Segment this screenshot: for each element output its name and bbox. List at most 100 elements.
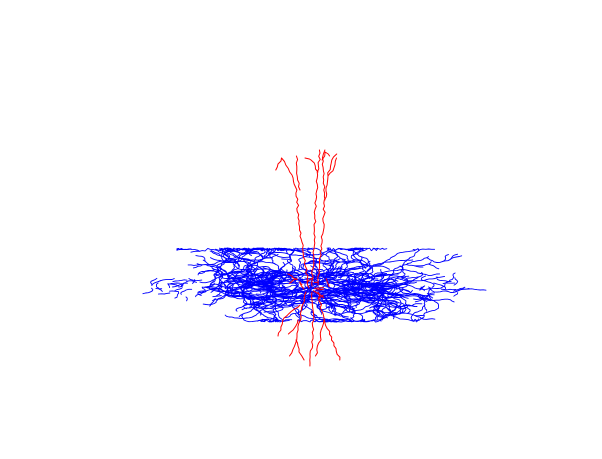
- dendrite-branch: [196, 258, 238, 266]
- dendrite-branch: [419, 285, 426, 290]
- dendrite-branch: [399, 272, 424, 285]
- dendrite-branch: [236, 277, 242, 282]
- dendrite-branch: [219, 274, 224, 282]
- dendrite-branch: [330, 279, 346, 283]
- axon-collateral: [314, 287, 325, 289]
- dendrite-branch: [240, 250, 247, 255]
- dendrite-branch: [344, 278, 351, 282]
- dendrite-branch: [324, 260, 355, 278]
- dendrite-branch: [187, 264, 201, 266]
- axon-descending-branch: [317, 291, 341, 361]
- dendrite-branch: [273, 271, 324, 280]
- dendrite-branch: [317, 300, 321, 308]
- dendrite-branch: [307, 247, 324, 257]
- dendrite-branch: [378, 289, 387, 293]
- dendrite-branch: [323, 277, 327, 282]
- dendrite-branch: [308, 293, 326, 298]
- dendrite-branch: [407, 276, 420, 279]
- dendrite-branch: [318, 298, 338, 304]
- dendrite-branch: [258, 296, 276, 304]
- dendrite-branch: [370, 259, 414, 270]
- dendrite-branch: [366, 273, 379, 280]
- axon-collateral: [299, 281, 303, 286]
- dendrite-branch: [232, 257, 273, 286]
- dendrite-branch: [364, 299, 374, 302]
- dendrite-branch: [349, 278, 361, 281]
- dendrite-branch: [350, 283, 386, 323]
- dendrite-branch: [266, 247, 286, 281]
- dendrite-branch: [388, 304, 402, 315]
- dendrite-branch: [455, 287, 470, 292]
- dendrite-branch: [272, 297, 299, 322]
- dendrite-branch: [250, 265, 257, 277]
- dendrite-branch: [239, 264, 265, 283]
- dendrite-branch: [327, 248, 371, 267]
- dendrite-branch: [174, 291, 180, 299]
- dendrite-branch: [411, 303, 423, 307]
- dendrite-branch: [278, 282, 307, 285]
- dendrite-branch: [281, 258, 291, 261]
- dendrite-branch: [232, 296, 244, 300]
- dendrite-branch: [291, 290, 298, 297]
- dendrite-branch: [352, 292, 372, 295]
- dendrite-branch: [271, 284, 280, 287]
- dendrite-branch: [167, 283, 170, 289]
- dendrite-branch: [298, 253, 327, 270]
- dendrite-branch: [419, 298, 439, 320]
- dendrite-branch: [218, 281, 223, 288]
- axon-collateral: [318, 294, 324, 299]
- dendrite-branch: [255, 290, 268, 295]
- dendrite-branch: [281, 289, 289, 295]
- dendrite-branch: [281, 284, 290, 290]
- dendrite-branch: [185, 296, 188, 302]
- dendrite-branch: [357, 296, 398, 317]
- dendrite-branch: [284, 269, 288, 275]
- dendrite-branch: [241, 248, 277, 265]
- dendrite-branch: [383, 283, 399, 287]
- dendrite-branch: [192, 264, 203, 269]
- dendrite-branch: [256, 283, 274, 288]
- dendrite-branch: [344, 285, 353, 297]
- dendrite-branch: [440, 288, 457, 291]
- dendrite-branch: [278, 271, 287, 281]
- dendrite-branch: [219, 247, 273, 291]
- dendrite-branch: [428, 263, 440, 270]
- dendrite-branch: [254, 266, 272, 273]
- dendrite-branch: [273, 279, 299, 293]
- dendrite-branch: [426, 253, 459, 263]
- dendrite-branch: [234, 271, 250, 288]
- dendrite-branch: [248, 270, 361, 290]
- dendrite-branch: [254, 301, 262, 305]
- dendrite-branch: [347, 279, 361, 286]
- dendrite-branch: [292, 306, 318, 321]
- dendrite-branch: [394, 292, 409, 299]
- dendrite-branch: [351, 277, 357, 283]
- dendrite-branch: [269, 302, 287, 307]
- dendrite-branch: [208, 259, 273, 293]
- axon-ascending-branch: [317, 153, 338, 286]
- dendrite-branch: [269, 317, 275, 321]
- dendrite-branch: [253, 307, 262, 314]
- dendrite-branch: [325, 258, 357, 292]
- dendrite-branch: [212, 295, 222, 298]
- dendrite-branch: [246, 248, 258, 255]
- dendrite-branch: [428, 288, 487, 293]
- dendrite-branch: [169, 290, 179, 292]
- dendrite-branch: [216, 275, 283, 295]
- dendrite-branch: [259, 274, 269, 277]
- dendrite-branch: [271, 275, 281, 280]
- dendrite-branch: [295, 247, 308, 250]
- dendrite-branch: [265, 247, 321, 260]
- dendrite-branch: [442, 282, 456, 285]
- dendrite-branch: [156, 282, 163, 292]
- dendrite-branch: [261, 268, 268, 279]
- dendrite-branch: [376, 284, 400, 291]
- dendrite-branch: [374, 279, 385, 284]
- dendrite-branch: [453, 292, 459, 297]
- dendrite-branch: [188, 278, 203, 282]
- dendrite-branch: [157, 292, 171, 295]
- dendrite-branch: [319, 307, 337, 316]
- dendrite-branch: [307, 247, 313, 258]
